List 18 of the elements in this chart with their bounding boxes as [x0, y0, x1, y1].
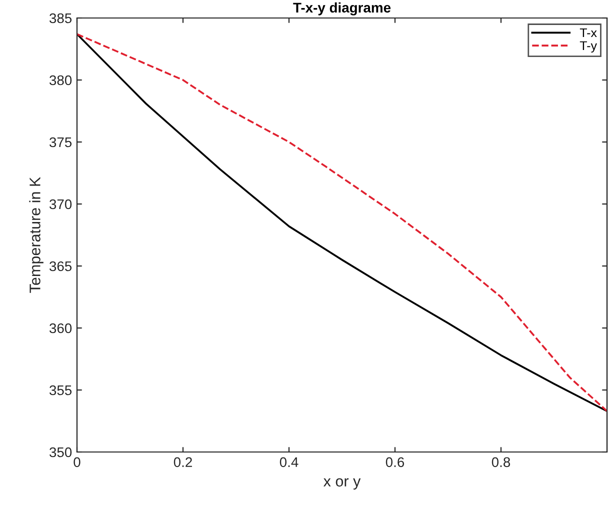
x-tick-label: 0.6 [386, 457, 404, 468]
y-tick-label: 360 [50, 323, 72, 334]
y-tick-label: 355 [50, 385, 72, 396]
y-tick-label: 370 [50, 199, 72, 210]
x-tick-label: 0.4 [280, 457, 298, 468]
x-axis-title: x or y [323, 478, 361, 490]
y-tick-label: 375 [50, 137, 72, 148]
y-tick-label: 350 [50, 447, 72, 458]
x-tick-label: 0 [74, 457, 80, 468]
legend-label: T-x [580, 28, 597, 38]
legend-label: T-y [580, 41, 597, 53]
x-tick-label: 0.8 [492, 457, 510, 468]
x-tick-label: 0.2 [174, 457, 192, 468]
y-axis-title: Temperature in K [29, 177, 44, 293]
y-tick-label: 380 [50, 75, 72, 86]
y-tick-label: 385 [50, 13, 72, 24]
chart-title: T-x-y diagrame [293, 2, 391, 16]
y-tick-label: 365 [50, 261, 72, 272]
